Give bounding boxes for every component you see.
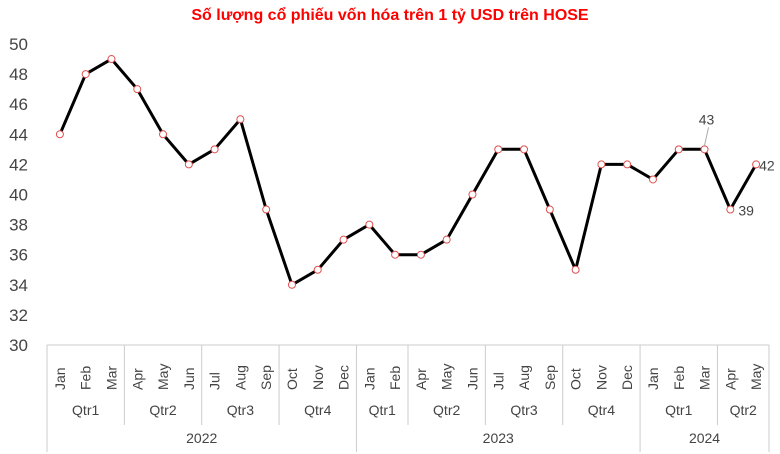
data-point — [365, 220, 374, 229]
quarter-label: Qtr1 — [665, 402, 692, 418]
data-point — [700, 145, 709, 154]
quarter-label: Qtr2 — [433, 402, 460, 418]
y-tick-label: 46 — [9, 95, 28, 114]
x-tick-label: Sep — [542, 365, 558, 390]
x-tick-label: Aug — [232, 365, 248, 390]
data-point — [416, 250, 425, 259]
y-tick-label: 40 — [9, 186, 28, 205]
data-point — [107, 55, 116, 64]
data-point — [339, 235, 348, 244]
data-point — [313, 265, 322, 274]
data-point — [391, 250, 400, 259]
x-tick-label: Aug — [516, 365, 532, 390]
x-tick-label: Apr — [129, 368, 145, 390]
data-point — [623, 160, 632, 169]
series-line — [58, 57, 758, 287]
x-tick-label: Apr — [722, 368, 738, 390]
y-tick-label: 36 — [9, 246, 28, 265]
data-point — [262, 205, 271, 214]
x-tick-label: Feb — [671, 366, 687, 390]
x-tick-label: Apr — [413, 368, 429, 390]
y-tick-label: 48 — [9, 65, 28, 84]
data-point — [184, 160, 193, 169]
x-tick-label: Sep — [258, 365, 274, 390]
x-tick-label: Oct — [568, 368, 584, 390]
x-tick-label: Mar — [697, 366, 713, 390]
quarter-label: Qtr3 — [510, 402, 537, 418]
data-label: 42 — [759, 157, 775, 173]
data-point — [520, 145, 529, 154]
quarter-label: Qtr1 — [369, 402, 396, 418]
y-tick-label: 32 — [9, 306, 28, 325]
y-tick-label: 44 — [9, 125, 28, 144]
quarter-label: Qtr3 — [227, 402, 254, 418]
data-point — [597, 160, 606, 169]
x-tick-label: Mar — [103, 366, 119, 390]
chart-title: Số lượng cổ phiếu vốn hóa trên 1 tỷ USD … — [191, 7, 589, 24]
x-tick-label: Jan — [52, 367, 68, 390]
data-point — [236, 115, 245, 124]
y-tick-label: 38 — [9, 216, 28, 235]
year-label: 2022 — [186, 430, 217, 446]
data-point — [159, 130, 168, 139]
x-tick-label: Jan — [645, 367, 661, 390]
x-tick-label: Dec — [336, 365, 352, 390]
data-point — [81, 70, 90, 79]
x-tick-label: Jan — [361, 367, 377, 390]
x-tick-label: May — [439, 364, 455, 390]
x-tick-label: Oct — [284, 368, 300, 390]
x-tick-label: Jul — [207, 372, 223, 390]
quarter-label: Qtr4 — [304, 402, 331, 418]
year-label: 2023 — [483, 430, 514, 446]
data-point — [468, 190, 477, 199]
year-label: 2024 — [689, 430, 720, 446]
quarter-label: Qtr2 — [730, 402, 757, 418]
data-point — [726, 205, 735, 214]
x-tick-label: Jul — [490, 372, 506, 390]
x-tick-label: Jun — [464, 367, 480, 390]
quarter-label: Qtr4 — [588, 402, 615, 418]
data-point — [442, 235, 451, 244]
y-tick-label: 42 — [9, 155, 28, 174]
quarter-label: Qtr2 — [149, 402, 176, 418]
data-point — [287, 280, 296, 289]
data-label: 43 — [699, 111, 715, 127]
data-point — [210, 145, 219, 154]
y-tick-label: 34 — [9, 276, 28, 295]
x-tick-label: Nov — [310, 365, 326, 390]
data-point — [133, 85, 142, 94]
x-tick-label: Feb — [387, 366, 403, 390]
quarter-label: Qtr1 — [72, 402, 99, 418]
x-tick-label: Jun — [181, 367, 197, 390]
x-tick-label: Nov — [593, 365, 609, 390]
data-point — [545, 205, 554, 214]
data-point — [674, 145, 683, 154]
data-point — [648, 175, 657, 184]
data-label: 39 — [738, 203, 754, 219]
x-tick-label: May — [155, 364, 171, 390]
y-tick-label: 50 — [9, 35, 28, 54]
data-point — [571, 265, 580, 274]
data-point — [55, 130, 64, 139]
x-tick-label: Feb — [78, 366, 94, 390]
x-tick-label: Dec — [619, 365, 635, 390]
x-tick-label: May — [748, 364, 764, 390]
data-point — [752, 160, 761, 169]
y-tick-label: 30 — [9, 336, 28, 355]
data-point — [494, 145, 503, 154]
data-label-leader — [704, 127, 710, 146]
